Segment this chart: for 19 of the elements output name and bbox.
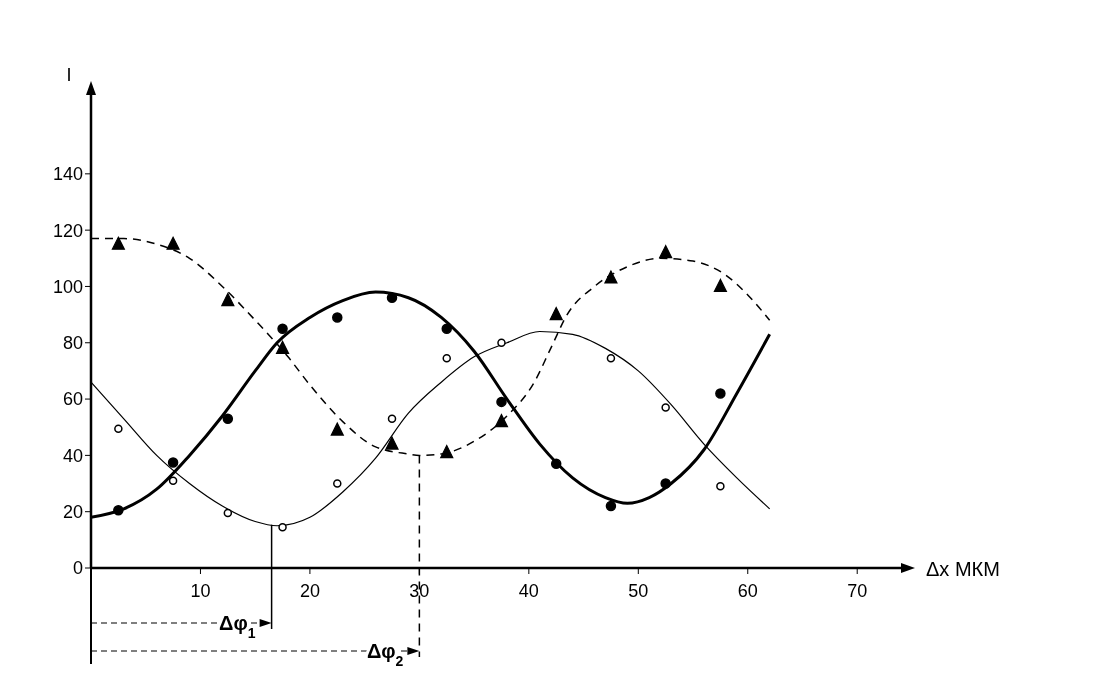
x-tick-label: 30 [409, 580, 430, 601]
x-tick-label: 70 [847, 580, 868, 601]
x-tick-label: 10 [190, 580, 211, 601]
ref-line-label: Δφ$_{2}$ [366, 640, 404, 669]
ref-line-label: Δφ$_{1}$ [219, 612, 256, 641]
y-tick-label: 140 [52, 164, 83, 185]
x-tick-label: 50 [628, 580, 649, 601]
y-tick-label: 20 [62, 502, 83, 523]
y-tick-label: 80 [62, 333, 83, 354]
y-tick-label: 100 [52, 276, 83, 297]
y-tick-label: 40 [62, 445, 83, 466]
x-tick-label: 60 [737, 580, 758, 601]
y-tick-label: 60 [62, 389, 83, 410]
y-tick-label: 120 [52, 220, 83, 241]
x-tick-label: 20 [299, 580, 320, 601]
x-axis-title: Δx МКМ [926, 558, 1000, 580]
x-tick-label: 40 [518, 580, 539, 601]
y-axis-title: I [66, 65, 72, 85]
y-tick-label: 0 [72, 558, 83, 579]
